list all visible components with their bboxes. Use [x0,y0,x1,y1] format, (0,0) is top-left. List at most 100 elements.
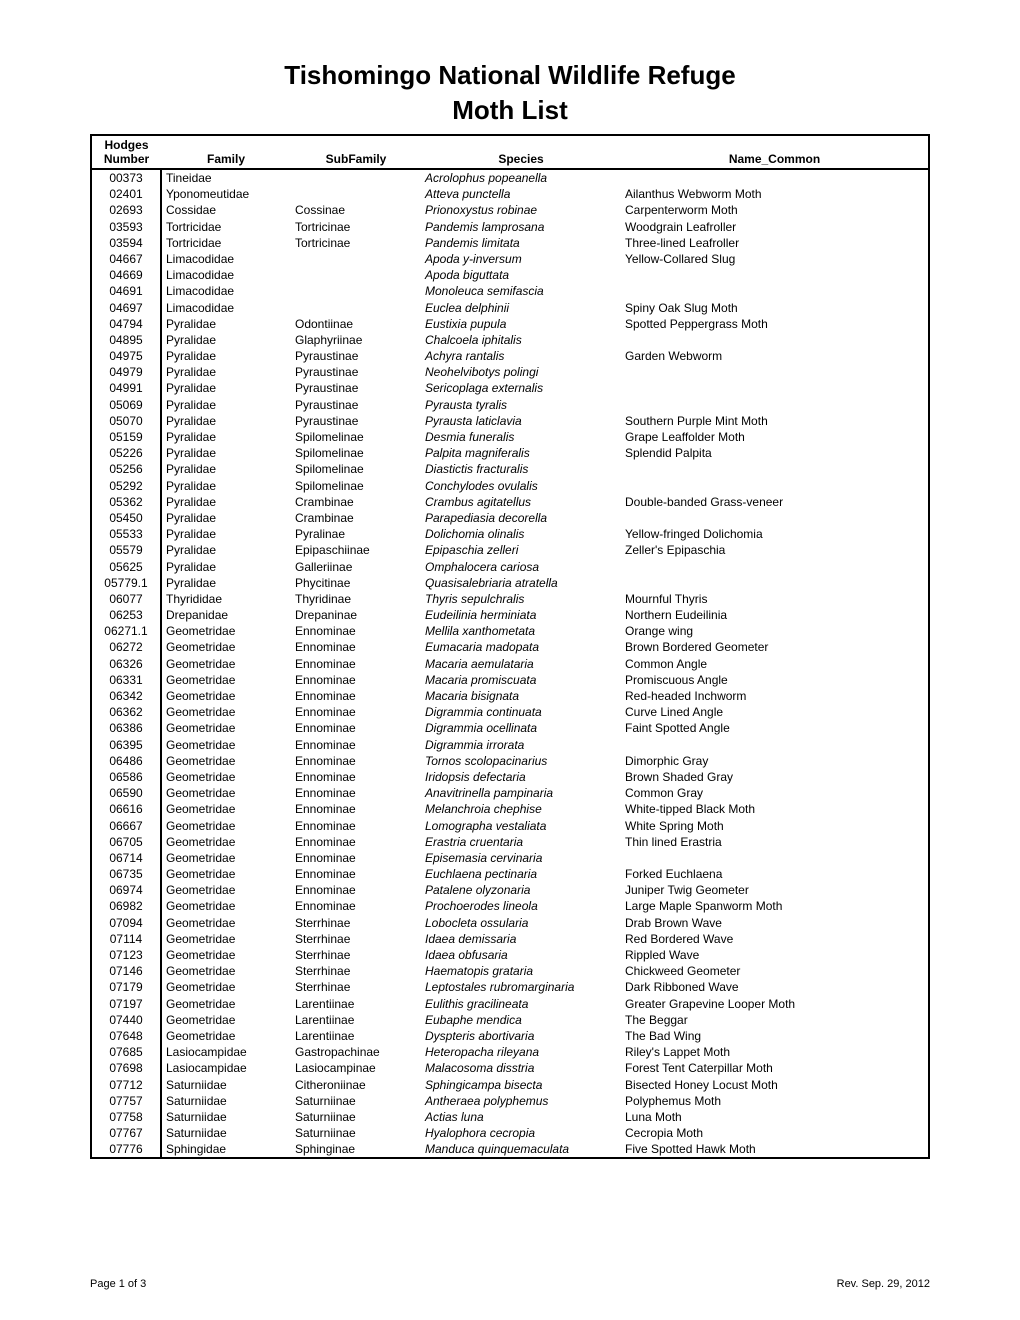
number-cell: 07179 [91,979,161,995]
subfamily-cell: Larentiinae [291,1028,421,1044]
number-cell: 07440 [91,1012,161,1028]
number-cell: 00373 [91,169,161,186]
subfamily-cell: Saturniinae [291,1093,421,1109]
number-cell: 06705 [91,834,161,850]
common-cell: Drab Brown Wave [621,915,929,931]
species-cell: Leptostales rubromarginaria [421,979,621,995]
species-cell: Pandemis lamprosana [421,219,621,235]
number-cell: 04697 [91,300,161,316]
species-cell: Idaea obfusaria [421,947,621,963]
table-row: 07146GeometridaeSterrhinaeHaematopis gra… [91,963,929,979]
species-cell: Prochoerodes lineola [421,898,621,914]
subfamily-cell: Ennominae [291,882,421,898]
table-row: 07776SphingidaeSphinginaeManduca quinque… [91,1141,929,1158]
family-cell: Geometridae [161,947,291,963]
family-cell: Cossidae [161,202,291,218]
common-cell: Woodgrain Leafroller [621,219,929,235]
table-row: 07685LasiocampidaeGastropachinaeHeteropa… [91,1044,929,1060]
table-row: 07698LasiocampidaeLasiocampinaeMalacosom… [91,1060,929,1076]
common-cell: Splendid Palpita [621,445,929,461]
subfamily-cell: Ennominae [291,769,421,785]
common-cell: Forest Tent Caterpillar Moth [621,1060,929,1076]
family-cell: Geometridae [161,963,291,979]
table-row: 07179GeometridaeSterrhinaeLeptostales ru… [91,979,929,995]
species-cell: Anavitrinella pampinaria [421,785,621,801]
table-row: 05579PyralidaeEpipaschiinaeEpipaschia ze… [91,542,929,558]
species-cell: Omphalocera cariosa [421,559,621,575]
species-cell: Digrammia irrorata [421,737,621,753]
number-cell: 07648 [91,1028,161,1044]
family-cell: Pyralidae [161,478,291,494]
species-cell: Eudeilinia herminiata [421,607,621,623]
number-cell: 05070 [91,413,161,429]
species-cell: Tornos scolopacinarius [421,753,621,769]
family-cell: Yponomeutidae [161,186,291,202]
family-cell: Geometridae [161,753,291,769]
common-cell: Orange wing [621,623,929,639]
subfamily-cell: Crambinae [291,510,421,526]
number-cell: 03594 [91,235,161,251]
subfamily-cell: Odontiinae [291,316,421,332]
subfamily-cell: Glaphyriinae [291,332,421,348]
family-cell: Geometridae [161,639,291,655]
family-cell: Tineidae [161,169,291,186]
number-cell: 06326 [91,656,161,672]
species-cell: Lobocleta ossularia [421,915,621,931]
number-cell: 07114 [91,931,161,947]
table-row: 06616GeometridaeEnnominaeMelanchroia che… [91,801,929,817]
family-cell: Lasiocampidae [161,1044,291,1060]
subfamily-cell: Spilomelinae [291,429,421,445]
subfamily-cell: Cossinae [291,202,421,218]
number-cell: 05625 [91,559,161,575]
family-cell: Geometridae [161,769,291,785]
table-row: 05292PyralidaeSpilomelinaeConchylodes ov… [91,478,929,494]
common-cell [621,380,929,396]
subfamily-cell: Ennominae [291,818,421,834]
subfamily-cell: Larentiinae [291,1012,421,1028]
family-cell: Geometridae [161,996,291,1012]
subfamily-cell: Galleriinae [291,559,421,575]
common-cell [621,283,929,299]
family-cell: Limacodidae [161,283,291,299]
subfamily-cell: Citheroniinae [291,1077,421,1093]
number-cell: 06667 [91,818,161,834]
table-row: 05256PyralidaeSpilomelinaeDiastictis fra… [91,461,929,477]
subfamily-cell: Pyraustinae [291,413,421,429]
subfamily-cell [291,283,421,299]
common-cell: The Beggar [621,1012,929,1028]
species-cell: Episemasia cervinaria [421,850,621,866]
number-cell: 04979 [91,364,161,380]
family-cell: Geometridae [161,785,291,801]
species-cell: Erastria cruentaria [421,834,621,850]
family-cell: Geometridae [161,850,291,866]
number-cell: 04794 [91,316,161,332]
number-cell: 06586 [91,769,161,785]
subfamily-cell: Spilomelinae [291,478,421,494]
family-cell: Pyralidae [161,526,291,542]
table-row: 06486GeometridaeEnnominaeTornos scolopac… [91,753,929,769]
species-cell: Macaria promiscuata [421,672,621,688]
subfamily-cell: Saturniinae [291,1109,421,1125]
subfamily-cell: Larentiinae [291,996,421,1012]
number-cell: 06386 [91,720,161,736]
family-cell: Pyralidae [161,332,291,348]
common-cell: Northern Eudeilinia [621,607,929,623]
subfamily-cell: Ennominae [291,656,421,672]
moth-table: Hodges Number Family SubFamily Species N… [90,134,930,1159]
number-cell: 06486 [91,753,161,769]
species-cell: Parapediasia decorella [421,510,621,526]
species-cell: Malacosoma disstria [421,1060,621,1076]
common-cell [621,364,929,380]
number-cell: 07776 [91,1141,161,1158]
species-cell: Eubaphe mendica [421,1012,621,1028]
number-cell: 07146 [91,963,161,979]
table-row: 06982GeometridaeEnnominaeProchoerodes li… [91,898,929,914]
table-row: 06735GeometridaeEnnominaeEuchlaena pecti… [91,866,929,882]
common-cell [621,850,929,866]
species-cell: Achyra rantalis [421,348,621,364]
species-cell: Dolichomia olinalis [421,526,621,542]
number-cell: 06714 [91,850,161,866]
species-cell: Epipaschia zelleri [421,542,621,558]
subfamily-cell: Pyraustinae [291,364,421,380]
table-row: 06271.1GeometridaeEnnominaeMellila xanth… [91,623,929,639]
